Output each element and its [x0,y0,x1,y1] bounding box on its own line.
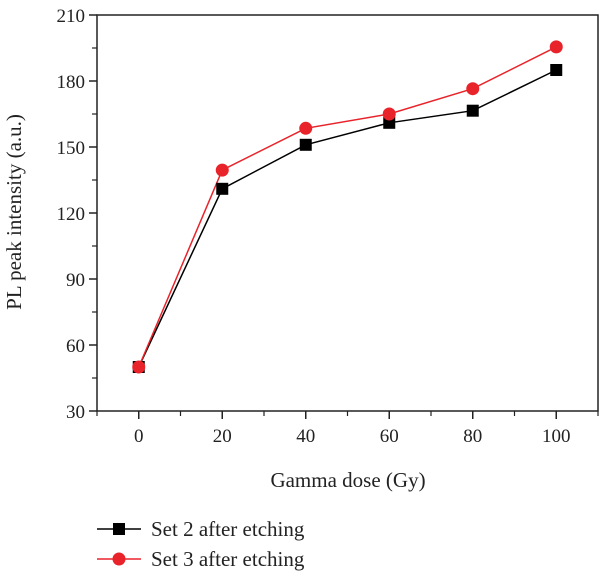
x-tick-label: 60 [380,426,399,447]
series-layer [132,40,563,374]
legend-marker-circle [112,552,126,566]
x-tick-label: 20 [213,426,232,447]
y-axis-label: PL peak intensity (a.u.) [2,114,26,310]
y-tick-label: 180 [57,72,86,93]
y-tick-label: 150 [57,138,86,159]
y-axis-ticks: 30 60 90 120 150 180 210 [57,6,97,423]
data-point-square [466,104,479,117]
legend-marker-square [113,523,125,535]
x-tick-label: 0 [134,426,144,447]
series-line-1 [138,69,557,368]
y-tick-label: 120 [57,204,86,225]
x-axis-label: Gamma dose (Gy) [270,468,425,492]
data-point-circle [215,163,229,177]
data-point-circle [549,40,563,54]
legend-label: Set 3 after etching [151,547,305,571]
data-point-circle [132,360,146,374]
x-axis-ticks: 0 20 40 60 80 100 [96,411,599,447]
data-point-square [383,116,396,129]
x-tick-label: 100 [542,426,571,447]
y-tick-label: 30 [66,402,85,423]
x-tick-label: 40 [296,426,315,447]
y-tick-label: 60 [66,336,85,357]
data-point-circle [466,82,480,96]
plot-border [96,14,599,412]
legend-label: Set 2 after etching [151,517,305,541]
y-tick-label: 210 [57,6,86,27]
y-tick-label: 90 [66,270,85,291]
data-point-circle [299,121,313,135]
series-line-2 [138,46,557,368]
legend: Set 2 after etching Set 3 after etching [97,517,305,571]
x-tick-label: 80 [463,426,482,447]
data-point-square [299,138,312,151]
data-point-square [216,182,229,195]
data-point-square [550,64,563,76]
plot-frame [96,14,599,412]
data-point-circle [382,107,396,121]
